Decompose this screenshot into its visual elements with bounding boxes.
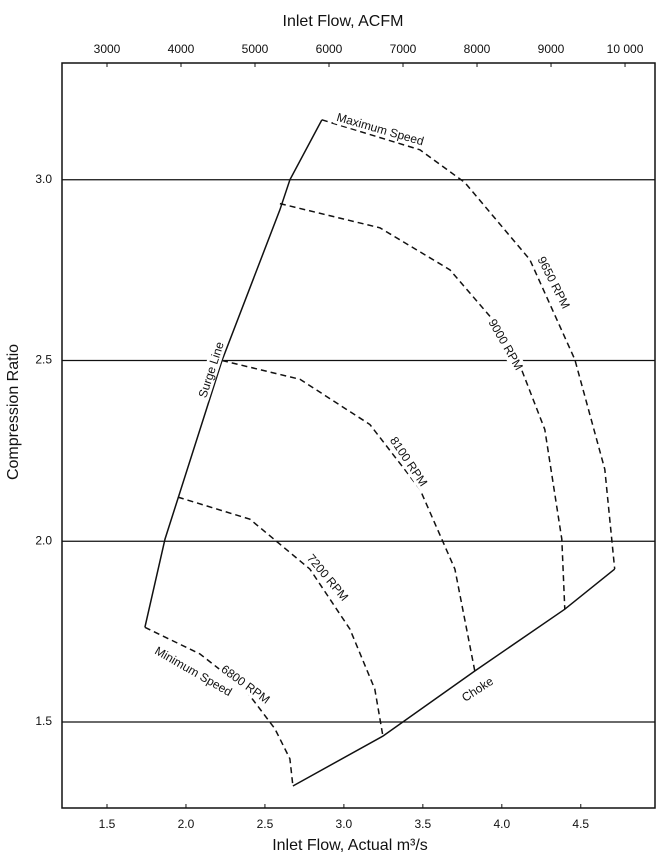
x-tick-label: 4.5 [572,817,589,831]
y-axis-title: Compression Ratio [5,344,22,480]
curve-label: 9000 RPM [485,317,525,373]
label-background [150,642,237,701]
x2-tick-label: 4000 [168,42,195,56]
y-tick-label: 2.0 [35,533,52,547]
curve [177,496,384,737]
label-background [533,252,574,313]
x-tick-label: 4.0 [493,817,510,831]
label-background [194,337,228,402]
y-tick-label: 1.5 [35,714,52,728]
x2-tick-label: 10 000 [607,42,644,56]
curve [144,119,323,628]
label-background [385,432,432,491]
x-tick-label: 1.5 [99,817,116,831]
x-tick-label: 2.5 [257,817,274,831]
label-background [333,109,428,149]
label-background [457,672,498,706]
curve [279,202,566,610]
curve [221,359,476,672]
x-axis-title: Inlet Flow, Actual m³/s [272,837,428,854]
label-background [302,549,353,606]
plot-frame [61,62,656,809]
x2-tick-label: 6000 [316,42,343,56]
curve-label: 8100 RPM [387,434,430,489]
x2-tick-label: 3000 [94,42,121,56]
x2-tick-label: 5000 [242,42,269,56]
x2-axis-title: Inlet Flow, ACFM [283,13,404,30]
x-tick-label: 2.0 [178,817,195,831]
y-tick-label: 3.0 [35,172,52,186]
label-background [484,314,527,375]
curve [321,119,616,570]
curve [292,568,616,787]
x2-tick-label: 8000 [464,42,491,56]
label-background [216,660,275,708]
x2-tick-label: 9000 [538,42,565,56]
x-tick-label: 3.5 [415,817,432,831]
curve [144,626,294,787]
y-tick-label: 2.5 [35,353,52,367]
x2-tick-label: 7000 [390,42,417,56]
curve-label: Surge Line [196,340,227,400]
curve-label: Maximum Speed [335,110,425,148]
x-tick-label: 3.0 [336,817,353,831]
